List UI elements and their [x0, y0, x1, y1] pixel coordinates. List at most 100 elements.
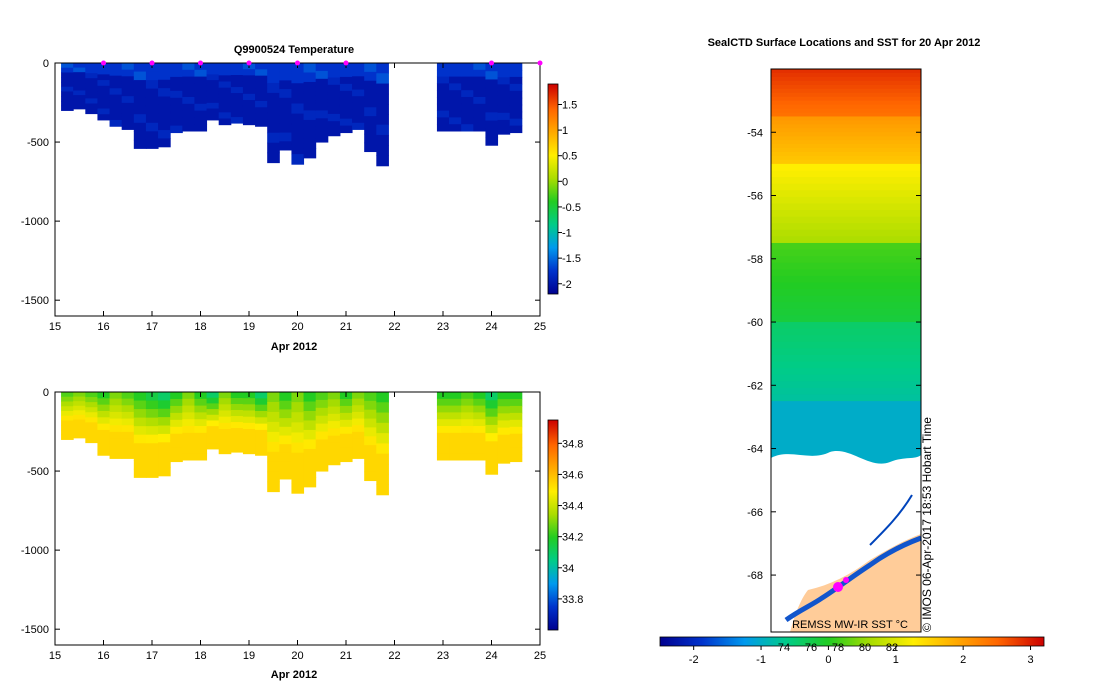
- section-cell: [291, 462, 305, 474]
- sst-colorbar-inner-label: 78: [832, 642, 844, 654]
- section-cell: [497, 112, 511, 121]
- section-cell: [109, 438, 123, 446]
- section-cell: [449, 83, 462, 91]
- section-cell: [133, 114, 147, 124]
- section-cell: [61, 420, 74, 426]
- section-cell: [218, 416, 232, 424]
- section-cell: [218, 422, 232, 430]
- section-cell: [255, 436, 268, 444]
- y-tick-label: 0: [43, 387, 49, 399]
- section-cell: [449, 419, 462, 427]
- sst-colorbar-tick-label: 1: [893, 654, 899, 666]
- sst-band: [771, 302, 921, 310]
- section-cell: [327, 99, 341, 108]
- section-cell: [376, 433, 389, 444]
- section-cell: [303, 477, 317, 488]
- y-tick-label: -1000: [21, 216, 49, 228]
- section-cell: [473, 446, 486, 454]
- section-cell: [485, 408, 499, 418]
- section-cell: [509, 454, 523, 463]
- section-cell: [364, 392, 377, 402]
- section-cell: [315, 431, 329, 440]
- x-tick-label: 21: [340, 650, 352, 662]
- section-cell: [497, 105, 511, 114]
- section-cell: [133, 443, 147, 453]
- section-cell: [436, 412, 450, 420]
- section-cell: [121, 122, 135, 130]
- section-cell: [509, 83, 523, 92]
- section-cell: [315, 392, 329, 401]
- section-cell: [194, 432, 208, 441]
- section-cell: [61, 434, 74, 440]
- section-cell: [339, 419, 353, 428]
- section-cell: [133, 434, 147, 444]
- lat-tick-label: -68: [747, 570, 763, 582]
- sst-band: [771, 92, 921, 98]
- section-cell: [133, 400, 147, 410]
- section-cell: [279, 63, 292, 73]
- section-cell: [85, 402, 98, 408]
- section-cell: [473, 405, 486, 413]
- section-cell: [230, 63, 244, 70]
- section-cell: [145, 71, 159, 81]
- section-cell: [339, 398, 353, 407]
- section-cell: [352, 82, 365, 91]
- section-cell: [509, 440, 523, 449]
- section-cell: [509, 69, 523, 78]
- section-cell: [206, 426, 220, 433]
- section-cell: [267, 431, 280, 443]
- section-cell: [182, 432, 195, 441]
- section-cell: [497, 406, 511, 414]
- lat-tick-label: -60: [747, 317, 763, 329]
- section-cell: [85, 68, 98, 74]
- sst-band: [771, 132, 921, 137]
- sst-colorbar: [659, 636, 1045, 647]
- sst-band: [771, 144, 921, 149]
- section-cell: [158, 442, 171, 452]
- section-cell: [242, 75, 256, 83]
- section-cell: [352, 445, 365, 453]
- section-cell: [303, 119, 317, 130]
- section-cell: [182, 425, 195, 434]
- section-cell: [473, 124, 486, 132]
- section-cell: [449, 425, 462, 434]
- section-cell: [461, 69, 474, 78]
- section-cell: [315, 126, 329, 135]
- section-cell: [327, 84, 341, 93]
- section-cell: [109, 63, 123, 70]
- section-cell: [485, 424, 499, 434]
- section-cell: [364, 445, 377, 455]
- section-cell: [279, 452, 292, 463]
- section-cell: [85, 422, 98, 428]
- sst-map-panel: SealCTD Surface Locations and SST for 20…: [659, 37, 1045, 666]
- section-cell: [473, 76, 486, 84]
- section-cell: [73, 428, 86, 434]
- section-cell: [376, 412, 389, 424]
- section-cell: [61, 81, 74, 88]
- section-cell: [509, 118, 523, 127]
- section-cell: [327, 406, 341, 415]
- section-cell: [61, 72, 74, 78]
- section-cell: [145, 409, 159, 419]
- section-cell: [364, 116, 377, 126]
- section-cell: [303, 401, 317, 412]
- section-cell: [449, 69, 462, 78]
- section-cell: [327, 392, 341, 400]
- section-cell: [145, 97, 159, 107]
- surface-marker: [149, 60, 155, 66]
- sst-band: [771, 308, 921, 317]
- sst-band: [771, 275, 921, 284]
- section-cell: [352, 89, 365, 97]
- y-tick-label: -1500: [21, 295, 49, 307]
- section-cell: [303, 138, 317, 149]
- section-cell: [121, 425, 135, 433]
- sst-colorbar-tick-label: 2: [960, 654, 966, 666]
- section-cell: [218, 404, 232, 412]
- section-cell: [352, 411, 365, 420]
- sst-band: [771, 269, 921, 277]
- x-tick-label: 19: [243, 650, 255, 662]
- section-cell: [279, 418, 292, 428]
- surface-marker: [489, 60, 494, 66]
- section-cell: [230, 111, 244, 118]
- section-cell: [327, 106, 341, 115]
